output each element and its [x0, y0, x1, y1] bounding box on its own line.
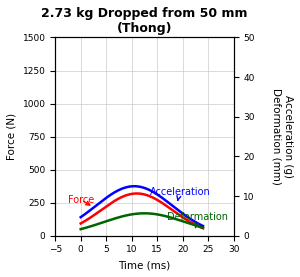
Text: Force: Force	[68, 195, 94, 205]
Text: Deformation: Deformation	[167, 212, 228, 228]
Title: 2.73 kg Dropped from 50 mm
(Thong): 2.73 kg Dropped from 50 mm (Thong)	[41, 7, 247, 35]
Y-axis label: Acceleration (g)
Deformation (mm): Acceleration (g) Deformation (mm)	[272, 88, 293, 185]
Text: Acceleration: Acceleration	[149, 187, 210, 200]
X-axis label: Time (ms): Time (ms)	[118, 260, 170, 270]
Y-axis label: Force (N): Force (N)	[7, 113, 17, 160]
